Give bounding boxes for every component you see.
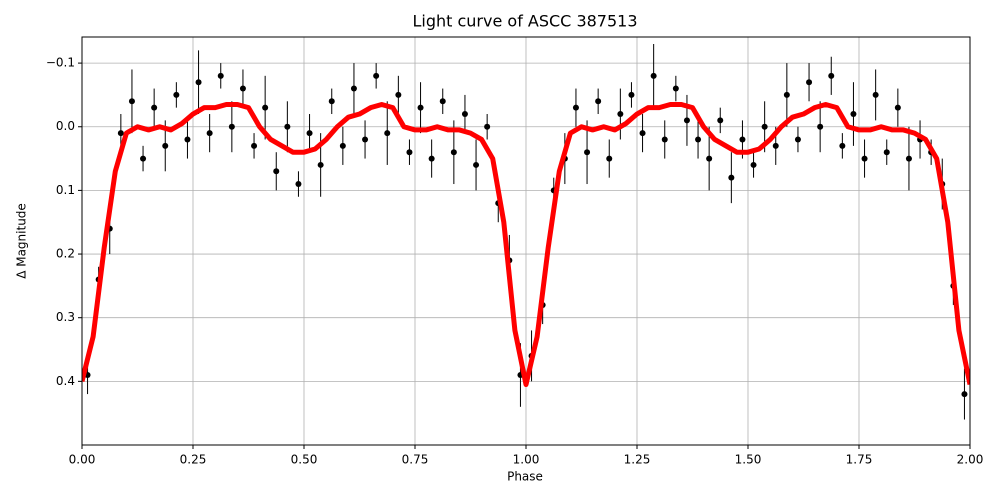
data-point	[228, 123, 235, 130]
data-point	[151, 104, 158, 111]
y-tick-label: 0.4	[56, 374, 75, 388]
data-point	[473, 161, 480, 168]
data-point	[417, 104, 424, 111]
data-point	[672, 85, 679, 92]
data-point	[173, 91, 180, 98]
data-point	[894, 104, 901, 111]
data-point	[828, 72, 835, 79]
data-point	[683, 117, 690, 124]
data-point	[273, 168, 280, 175]
data-point	[617, 111, 624, 118]
data-point	[362, 136, 369, 143]
data-point	[572, 104, 579, 111]
data-point	[728, 174, 735, 181]
y-tick-label: −0.1	[46, 56, 75, 70]
data-point	[339, 142, 346, 149]
y-axis-label: Δ Magnitude	[15, 203, 29, 279]
x-tick-label: 1.00	[513, 453, 540, 467]
data-point	[905, 155, 912, 162]
data-point	[239, 85, 246, 92]
data-point	[872, 91, 879, 98]
plot-frame	[81, 36, 971, 446]
data-point	[295, 181, 302, 188]
x-tick-label: 1.25	[624, 453, 651, 467]
data-point	[772, 142, 779, 149]
y-tick-label: 0.3	[56, 310, 75, 324]
data-point	[761, 123, 768, 130]
y-tick-label: 0.0	[56, 119, 75, 133]
data-point	[162, 142, 169, 149]
chart-title: Light curve of ASCC 387513	[412, 12, 637, 31]
data-point	[184, 136, 191, 143]
data-point	[717, 117, 724, 124]
data-point	[628, 91, 635, 98]
data-point	[639, 130, 646, 137]
data-point	[262, 104, 269, 111]
data-point	[861, 155, 868, 162]
data-point	[384, 130, 391, 137]
data-point	[961, 391, 968, 398]
data-point	[650, 72, 657, 79]
data-point	[428, 155, 435, 162]
data-point	[839, 142, 846, 149]
data-point	[206, 130, 213, 137]
data-point	[750, 161, 757, 168]
data-point	[251, 142, 258, 149]
data-point	[117, 130, 124, 137]
data-point	[217, 72, 224, 79]
data-point	[806, 79, 813, 86]
data-point	[706, 155, 713, 162]
x-tick-label: 0.75	[402, 453, 429, 467]
data-point	[606, 155, 613, 162]
data-point	[484, 123, 491, 130]
data-point	[817, 123, 824, 130]
x-tick-label: 1.50	[735, 453, 762, 467]
data-point	[350, 85, 357, 92]
x-tick-label: 0.50	[291, 453, 318, 467]
data-point	[595, 98, 602, 105]
data-point	[406, 149, 413, 156]
data-point	[284, 123, 291, 130]
data-point	[850, 111, 857, 118]
data-point	[661, 136, 668, 143]
model-curve	[82, 101, 970, 388]
data-point	[140, 155, 147, 162]
data-point	[695, 136, 702, 143]
data-point	[450, 149, 457, 156]
data-point	[584, 149, 591, 156]
data-point	[783, 91, 790, 98]
x-tick-label: 1.75	[846, 453, 873, 467]
data-point	[306, 130, 313, 137]
x-axis-label: Phase	[507, 470, 543, 484]
data-point	[195, 79, 202, 86]
data-point	[461, 111, 468, 118]
data-point	[739, 136, 746, 143]
x-tick-label: 0.00	[69, 453, 96, 467]
x-tick-label: 0.25	[180, 453, 207, 467]
data-point	[883, 149, 890, 156]
y-tick-label: 0.1	[56, 183, 75, 197]
data-point	[373, 72, 380, 79]
y-tick-label: 0.2	[56, 247, 75, 261]
data-point	[317, 161, 324, 168]
data-point	[328, 98, 335, 105]
x-tick-label: 2.00	[957, 453, 984, 467]
data-point	[439, 98, 446, 105]
data-point	[128, 98, 135, 105]
data-point	[794, 136, 801, 143]
data-point	[395, 91, 402, 98]
